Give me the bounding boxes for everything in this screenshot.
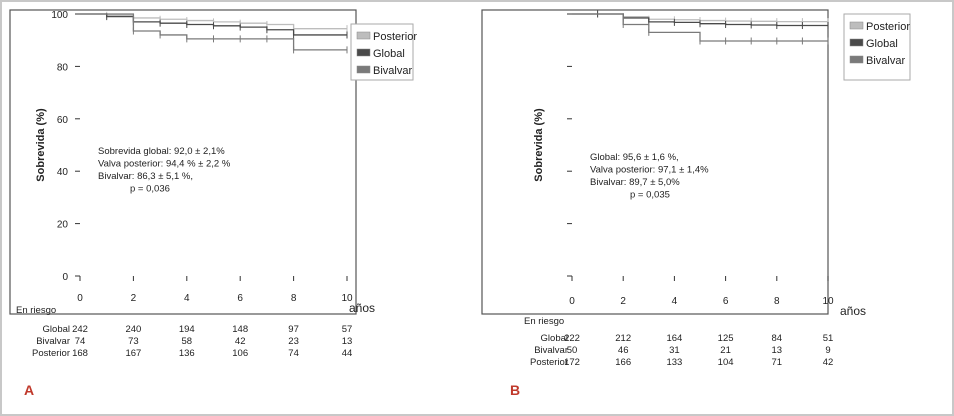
risk-value: 9 [825,345,830,356]
x-axis-unit: años [840,304,866,318]
risk-value: 50 [567,345,578,356]
risk-value: 242 [72,324,88,335]
risk-value: 57 [342,324,353,335]
y-tick-label: 80 [57,62,69,73]
legend-label: Posterior [866,21,910,33]
x-tick-label: 8 [291,293,297,304]
x-axis-unit: años [349,301,375,315]
annotation-line: Valva posterior: 94,4 % ± 2,2 % [98,159,231,170]
legend-label: Bivalvar [373,65,412,77]
risk-value: 168 [72,348,88,359]
risk-value: 125 [718,333,734,344]
risk-value: 42 [235,336,246,347]
x-tick-label: 4 [184,293,190,304]
risk-row-label: Bivalvar [36,336,70,347]
y-tick-label: 40 [57,167,69,178]
risk-value: 104 [718,357,734,368]
risk-value: 73 [128,336,139,347]
legend-swatch-posterior [849,21,864,30]
annotation-line: p = 0,035 [630,190,670,201]
risk-value: 148 [232,324,248,335]
x-tick-label: 0 [77,293,83,304]
legend-label: Global [373,48,405,60]
risk-row-label: Bivalvar [534,345,568,356]
risk-value: 136 [179,348,195,359]
legend-swatch-global [849,38,864,47]
x-tick-label: 6 [237,293,243,304]
y-axis-label: Sobrevida (%) [35,108,47,182]
risk-value: 97 [288,324,299,335]
annotation-line: Valva posterior: 97,1 ± 1,4% [590,165,709,176]
risk-value: 194 [179,324,195,335]
risk-value: 23 [288,336,299,347]
risk-value: 133 [666,357,682,368]
risk-value: 74 [75,336,86,347]
risk-value: 31 [669,345,680,356]
risk-value: 166 [615,357,631,368]
risk-value: 74 [288,348,299,359]
x-tick-label: 2 [131,293,137,304]
legend-swatch-global [356,48,371,57]
series-line-global [80,13,347,36]
risk-table-title: En riesgo [524,316,564,327]
risk-value: 84 [772,333,783,344]
risk-row-label: Global [541,333,568,344]
risk-value: 13 [772,345,783,356]
risk-value: 106 [232,348,248,359]
panel-label: B [510,382,520,398]
risk-value: 164 [666,333,682,344]
risk-value: 46 [618,345,629,356]
series-line-posterior [80,13,347,30]
risk-row-label: Posterior [530,357,568,368]
plot-border [9,9,357,315]
x-tick-label: 10 [822,296,834,307]
risk-value: 51 [823,333,834,344]
y-axis-label: Sobrevida (%) [533,108,545,182]
annotation-line: Bivalvar: 89,7 ± 5,0% [590,177,680,188]
legend-swatch-posterior [356,31,371,40]
risk-value: 42 [823,357,834,368]
risk-value: 58 [182,336,193,347]
risk-value: 21 [720,345,731,356]
x-tick-label: 2 [620,296,626,307]
risk-value: 44 [342,348,353,359]
y-tick-label: 20 [57,220,69,231]
x-tick-label: 0 [569,296,575,307]
risk-value: 212 [615,333,631,344]
risk-value: 71 [772,357,783,368]
x-tick-label: 4 [672,296,678,307]
plot-border [481,9,829,315]
risk-value: 167 [125,348,141,359]
legend-label: Global [866,38,898,50]
annotation-line: Sobrevida global: 92,0 ± 2,1% [98,146,225,157]
legend-swatch-bivalvar [849,55,864,64]
y-tick-label: 0 [62,272,68,283]
risk-value: 13 [342,336,353,347]
x-tick-label: 10 [341,293,353,304]
y-tick-label: 100 [51,10,68,21]
legend-label: Bivalvar [866,55,905,67]
panel-label: A [24,382,34,398]
risk-row-label: Global [43,324,70,335]
annotation-line: Global: 95,6 ± 1,6 %, [590,152,679,163]
risk-value: 222 [564,333,580,344]
legend-label: Posterior [373,31,417,43]
risk-value: 172 [564,357,580,368]
risk-value: 240 [125,324,141,335]
y-tick-label: 60 [57,115,69,126]
risk-row-label: Posterior [32,348,70,359]
x-tick-label: 8 [774,296,780,307]
x-tick-label: 6 [723,296,729,307]
legend-swatch-bivalvar [356,65,371,74]
annotation-line: p = 0,036 [130,184,170,195]
risk-table-title: En riesgo [16,305,56,316]
annotation-line: Bivalvar: 86,3 ± 5,1 %, [98,171,193,182]
